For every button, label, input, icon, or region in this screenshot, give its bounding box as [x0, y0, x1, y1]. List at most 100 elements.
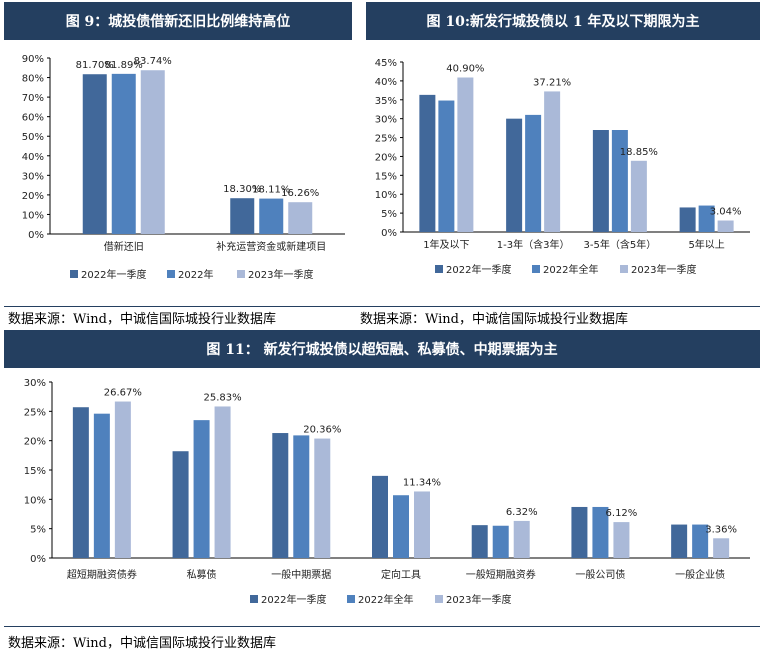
figure-9-title: 图 9：城投债借新还旧比例维持高位 — [4, 2, 352, 40]
data-label: 11.34% — [403, 477, 441, 488]
legend-label: 2022年一季度 — [261, 593, 326, 606]
bar — [214, 406, 231, 558]
data-label: 40.90% — [446, 63, 484, 74]
category-label: 一般中期票据 — [271, 568, 331, 581]
category-label: 一般短期融资券 — [466, 568, 536, 581]
bar — [230, 198, 255, 234]
bar — [82, 74, 107, 234]
y-tick-label: 90% — [22, 54, 44, 65]
bar — [692, 524, 709, 558]
y-tick-label: 70% — [22, 93, 44, 104]
data-label: 20.36% — [303, 425, 341, 436]
y-tick-label: 40% — [22, 152, 44, 163]
legend-swatch — [435, 595, 443, 603]
legend-swatch — [532, 265, 540, 273]
bar — [671, 524, 688, 558]
bar — [393, 495, 409, 558]
bar — [525, 114, 542, 232]
bar — [72, 407, 89, 558]
category-label: 3-5年（含5年） — [584, 238, 657, 251]
y-tick-label: 35% — [375, 96, 397, 107]
category-label: 补充运营资金或新建项目 — [216, 240, 326, 253]
bar — [438, 100, 455, 233]
bar — [414, 491, 430, 558]
figure-11-title: 图 11： 新发行城投债以超短融、私募债、中期票据为主 — [4, 330, 760, 368]
bar — [140, 70, 165, 234]
y-tick-label: 10% — [375, 190, 397, 201]
divider — [4, 626, 760, 627]
data-label: 16.26% — [281, 188, 319, 199]
data-label: 18.30% — [223, 184, 261, 195]
data-label: 26.67% — [104, 388, 142, 399]
figure-9-source: 数据来源：Wind，中诚信国际城投行业数据库 — [8, 312, 276, 327]
bar — [93, 413, 110, 558]
y-tick-label: 20% — [24, 437, 46, 448]
bar — [630, 160, 647, 232]
legend-swatch — [237, 270, 245, 278]
bar — [613, 522, 630, 558]
bar — [611, 130, 628, 232]
data-label: 3.36% — [705, 524, 737, 535]
bar — [419, 94, 436, 232]
figure-10-source: 数据来源：Wind，中诚信国际城投行业数据库 — [360, 312, 628, 327]
category-label: 一般企业债 — [675, 568, 725, 581]
data-label: 37.21% — [533, 77, 571, 88]
y-tick-label: 25% — [24, 407, 46, 418]
y-tick-label: 50% — [22, 132, 44, 143]
legend-label: 2023年一季度 — [248, 268, 313, 281]
category-label: 借新还旧 — [104, 240, 144, 253]
category-label: 一般公司债 — [575, 568, 625, 581]
legend-label: 2022年一季度 — [81, 268, 146, 281]
bar — [314, 438, 331, 558]
category-label: 私募债 — [187, 568, 217, 581]
category-label: 定向工具 — [381, 568, 421, 581]
bar — [272, 433, 289, 558]
data-label: 3.04% — [710, 207, 742, 218]
bar — [471, 525, 488, 558]
bar — [592, 130, 609, 232]
y-tick-label: 10% — [22, 210, 44, 221]
bar — [679, 207, 696, 232]
bar — [111, 73, 136, 234]
data-label: 25.83% — [204, 392, 242, 403]
bar — [259, 198, 284, 234]
legend-label: 2022年全年 — [358, 593, 413, 606]
y-tick-label: 15% — [24, 466, 46, 477]
data-label: 83.74% — [134, 56, 172, 67]
bar — [492, 525, 509, 558]
y-tick-label: 15% — [375, 171, 397, 182]
legend-label: 2022年一季度 — [446, 263, 511, 276]
figure-11-source: 数据来源：Wind，中诚信国际城投行业数据库 — [8, 636, 276, 651]
bar — [544, 91, 561, 232]
y-tick-label: 30% — [22, 171, 44, 182]
data-label: 81.70% — [76, 60, 114, 71]
legend-swatch — [347, 595, 355, 603]
y-tick-label: 60% — [22, 113, 44, 124]
bar — [592, 506, 609, 558]
y-tick-label: 10% — [24, 495, 46, 506]
data-label: 18.85% — [620, 147, 658, 158]
bar — [288, 202, 313, 234]
data-label: 18.11% — [252, 185, 290, 196]
data-label: 6.32% — [506, 507, 538, 518]
divider — [4, 306, 760, 307]
bar — [698, 205, 715, 232]
bar — [713, 538, 730, 558]
legend-label: 2023年一季度 — [446, 593, 511, 606]
y-tick-label: 5% — [381, 209, 397, 220]
y-tick-label: 20% — [375, 152, 397, 163]
y-tick-label: 25% — [375, 134, 397, 145]
bar — [172, 451, 189, 558]
category-label: 1-3年（含3年） — [497, 238, 570, 251]
data-label: 6.12% — [606, 508, 638, 519]
bar — [717, 220, 734, 232]
bar — [571, 506, 588, 558]
legend-swatch — [167, 270, 175, 278]
category-label: 1年及以下 — [423, 238, 469, 251]
data-label: 81.89% — [105, 60, 143, 71]
legend-label: 2022年全年 — [543, 263, 598, 276]
category-label: 5年以上 — [688, 238, 724, 251]
bar — [293, 435, 310, 558]
